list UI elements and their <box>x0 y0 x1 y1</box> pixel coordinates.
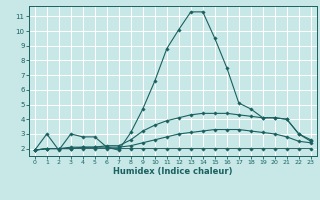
X-axis label: Humidex (Indice chaleur): Humidex (Indice chaleur) <box>113 167 233 176</box>
